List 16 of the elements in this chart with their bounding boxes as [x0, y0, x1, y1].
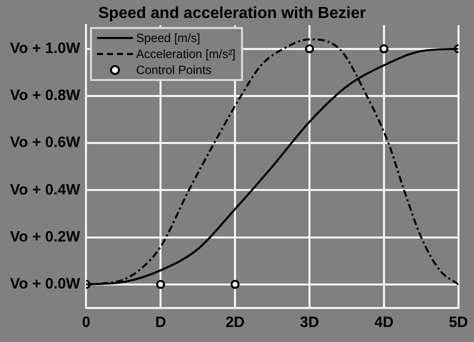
chart-title: Speed and acceleration with Bezier: [98, 5, 366, 22]
x-tick-label: 0: [82, 314, 90, 332]
y-tick-label: Vo + 0.4W: [10, 181, 81, 198]
legend-label: Control Points: [136, 63, 212, 78]
x-tick-label: D: [155, 314, 166, 332]
legend-label: Speed [m/s]: [136, 31, 200, 46]
x-tick-label: 4D: [374, 314, 394, 332]
y-tick-label: Vo + 1.0W: [10, 40, 81, 57]
x-tick-label: 2D: [225, 314, 245, 332]
y-tick-label: Vo + 0.2W: [10, 228, 81, 246]
x-tick-label: 5D: [448, 314, 468, 332]
legend-label: Acceleration [m/s²]: [136, 47, 236, 62]
x-tick-label: 3D: [300, 314, 320, 332]
y-tick-label: Vo + 0.8W: [10, 87, 81, 104]
y-tick-label: Vo + 0.6W: [10, 134, 81, 152]
y-tick-label: Vo + 0.0W: [10, 276, 81, 293]
